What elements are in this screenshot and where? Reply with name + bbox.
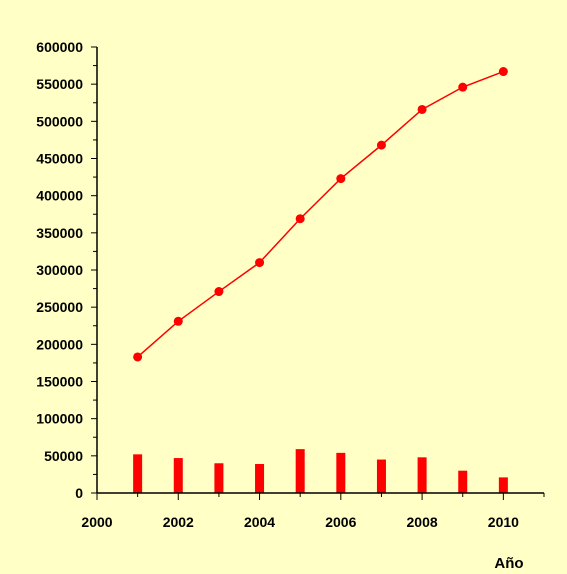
line-layer — [133, 67, 508, 362]
line-point — [255, 258, 265, 268]
x-tick-label: 2008 — [407, 514, 438, 530]
y-tick-label: 300000 — [36, 262, 83, 278]
x-axis-title: Año — [494, 555, 523, 572]
y-tick-label: 0 — [75, 485, 83, 501]
series-line — [137, 70, 504, 358]
line-point — [498, 67, 508, 77]
x-tick-label: 2010 — [488, 514, 519, 530]
x-tick-label: 2002 — [163, 514, 194, 530]
y-tick-label: 500000 — [36, 113, 83, 129]
line-point — [336, 174, 346, 184]
bar — [376, 459, 386, 493]
bar — [295, 449, 305, 493]
line-point — [173, 316, 183, 326]
line-point — [458, 82, 468, 92]
y-tick-label: 450000 — [36, 151, 83, 167]
bar — [417, 457, 427, 493]
y-tick-label: 550000 — [36, 76, 83, 92]
y-tick-label: 600000 — [36, 39, 83, 55]
y-tick-label: 150000 — [36, 374, 83, 390]
bar — [255, 464, 265, 493]
line-point — [417, 104, 427, 114]
line-point — [214, 287, 224, 297]
line-point — [376, 140, 386, 150]
ticks-layer: 0 50000 100000 150000 200000 250000 300000 3500… — [36, 39, 545, 530]
x-tick-label: 2004 — [244, 514, 275, 530]
y-tick-label: 400000 — [36, 188, 83, 204]
x-tick-label: 2006 — [325, 514, 356, 530]
line-point — [133, 352, 143, 362]
x-tick-label: 2000 — [81, 514, 112, 530]
bar — [214, 463, 224, 493]
y-tick-label: 200000 — [36, 336, 83, 352]
bar — [458, 470, 468, 493]
bars-layer — [133, 449, 508, 493]
bar — [133, 454, 143, 493]
y-tick-label: 100000 — [36, 411, 83, 427]
bar — [498, 477, 508, 493]
y-tick-label: 350000 — [36, 225, 83, 241]
bar — [336, 452, 346, 493]
y-tick-label: 50000 — [44, 448, 83, 464]
line-point — [295, 214, 305, 224]
axes-layer — [96, 47, 544, 494]
bar — [173, 458, 183, 493]
y-tick-label: 250000 — [36, 299, 83, 315]
